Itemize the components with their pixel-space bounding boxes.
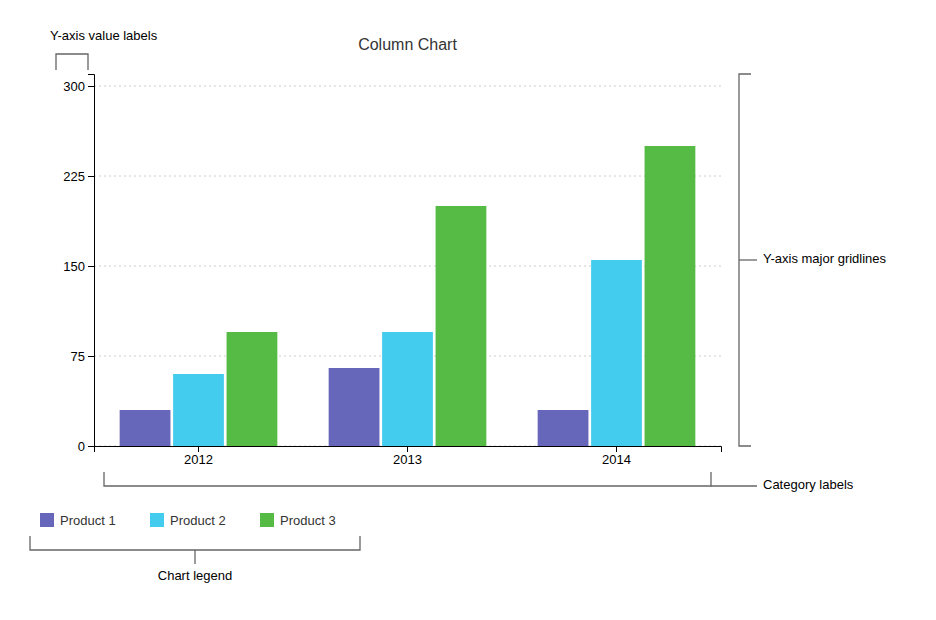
bracket: [739, 259, 757, 260]
bar-series: [120, 368, 589, 446]
x-tick-label: 2014: [602, 452, 631, 467]
grid-line: [94, 86, 721, 87]
y-tick-label: 150: [63, 259, 85, 274]
grid: [94, 86, 721, 446]
x-tick: 2013: [393, 446, 422, 467]
y-axis-line: [88, 75, 95, 447]
y-tick-label: 225: [63, 169, 85, 184]
annotation: Y-axis value labels: [50, 28, 158, 43]
bar: [645, 146, 696, 446]
legend-item: Product 3: [260, 513, 336, 528]
bracket: [30, 536, 360, 550]
bar: [436, 206, 487, 446]
bar: [227, 332, 278, 446]
x-tick-mark: [407, 446, 408, 452]
y-tick: 75: [71, 349, 94, 364]
x-tick: 2014: [602, 446, 631, 467]
legend-swatch: [150, 513, 164, 527]
x-axis-line: [95, 447, 722, 453]
legend: Product 1 Product 2 Product 3: [40, 513, 336, 528]
bracket: [104, 472, 711, 486]
annotation: Category labels: [763, 477, 854, 492]
x-axis: 2012 2013 2014: [95, 446, 722, 467]
y-tick-label: 0: [78, 439, 85, 454]
y-tick: 150: [63, 259, 94, 274]
x-tick-label: 2012: [184, 452, 213, 467]
legend-label: Product 1: [60, 513, 116, 528]
chart: 0 75 150 225 300 2012 2013 2014 Column Chart Prod…: [0, 0, 936, 620]
y-tick: 225: [63, 169, 94, 184]
plot: 0 75 150 225 300 2012 2013 2014: [63, 75, 721, 468]
grid-line: [94, 176, 721, 177]
bars: [120, 146, 696, 446]
y-tick-mark: [88, 86, 94, 87]
bracket: [711, 485, 757, 486]
legend-label: Product 2: [170, 513, 226, 528]
bar: [120, 410, 171, 446]
y-tick: 0: [78, 439, 94, 454]
bracket: [56, 54, 88, 70]
x-tick-mark: [198, 446, 199, 452]
x-tick-mark: [616, 446, 617, 452]
annotations: Y-axis value labels Y-axis major gridline…: [30, 28, 887, 583]
legend-item: Product 2: [150, 513, 226, 528]
y-tick-mark: [88, 176, 94, 177]
y-axis: 0 75 150 225 300: [63, 75, 94, 454]
bar: [329, 368, 380, 446]
annotation: Chart legend: [158, 568, 232, 583]
x-tick-label: 2013: [393, 452, 422, 467]
legend-swatch: [40, 513, 54, 527]
bar-series: [173, 260, 642, 446]
bar: [173, 374, 224, 446]
y-tick-mark: [88, 266, 94, 267]
bar: [591, 260, 642, 446]
bar-series: [227, 146, 696, 446]
y-tick-label: 75: [71, 349, 85, 364]
annotation: Y-axis major gridlines: [763, 251, 887, 266]
bar: [382, 332, 433, 446]
title: Column Chart: [358, 36, 457, 53]
legend-item: Product 1: [40, 513, 116, 528]
y-tick-mark: [88, 446, 94, 447]
y-tick-label: 300: [63, 79, 85, 94]
y-tick-mark: [88, 356, 94, 357]
legend-label: Product 3: [280, 513, 336, 528]
bar: [538, 410, 589, 446]
bracket: [194, 550, 195, 564]
x-tick: 2012: [184, 446, 213, 467]
legend-swatch: [260, 513, 274, 527]
y-tick: 300: [63, 79, 94, 94]
